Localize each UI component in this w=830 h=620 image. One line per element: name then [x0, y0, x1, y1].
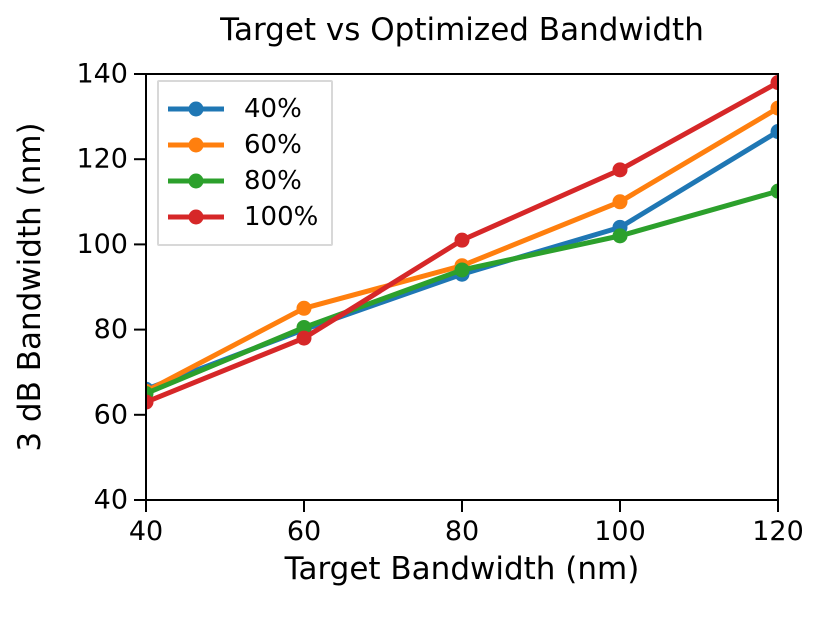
series-marker-100% [296, 330, 312, 346]
y-axis-label: 3 dB Bandwidth (nm) [12, 122, 48, 452]
x-tick-label: 80 [445, 516, 479, 547]
series-group [146, 75, 778, 410]
series-marker-100% [612, 162, 628, 178]
legend-label: 80% [244, 166, 302, 196]
legend-line-sample [168, 101, 224, 117]
legend-item-100%: 100% [167, 204, 331, 230]
y-tick-label: 120 [76, 144, 128, 175]
legend-line-sample [168, 137, 224, 153]
series-marker-80% [296, 319, 312, 335]
legend-item-40%: 40% [167, 96, 331, 122]
y-tick-label: 60 [94, 399, 128, 430]
series-marker-40% [770, 124, 778, 140]
legend-line-sample [168, 173, 224, 189]
series-marker-80% [454, 262, 470, 278]
series-marker-100% [146, 394, 154, 410]
x-tick-label: 100 [594, 516, 646, 547]
series-marker-80% [612, 228, 628, 244]
series-marker-60% [770, 100, 778, 116]
series-marker-60% [612, 194, 628, 210]
series-marker-60% [296, 300, 312, 316]
legend-line-sample [168, 209, 224, 225]
series-marker-100% [770, 75, 778, 91]
y-tick-label: 40 [94, 485, 128, 516]
x-tick-label: 40 [129, 516, 163, 547]
legend: 40% 60% 80% 100% [157, 80, 333, 246]
legend-label: 40% [244, 94, 302, 124]
y-tick-label: 80 [94, 314, 128, 345]
x-tick-label: 120 [752, 516, 804, 547]
y-tick-label: 140 [76, 59, 128, 90]
legend-label: 100% [244, 202, 319, 232]
x-tick-label: 60 [287, 516, 321, 547]
plot-border [145, 73, 779, 501]
y-tick-label: 100 [76, 229, 128, 260]
axis-ticks: 40 60 80 100 120 40 60 80 100 120 140 [76, 59, 803, 548]
series-marker-80% [770, 183, 778, 199]
series-marker-100% [454, 232, 470, 248]
legend-label: 60% [244, 130, 302, 160]
x-axis-label: Target Bandwidth (nm) [284, 551, 640, 587]
chart-title: Target vs Optimized Bandwidth [220, 12, 704, 48]
legend-item-60%: 60% [167, 132, 331, 158]
legend-item-80%: 80% [167, 168, 331, 194]
